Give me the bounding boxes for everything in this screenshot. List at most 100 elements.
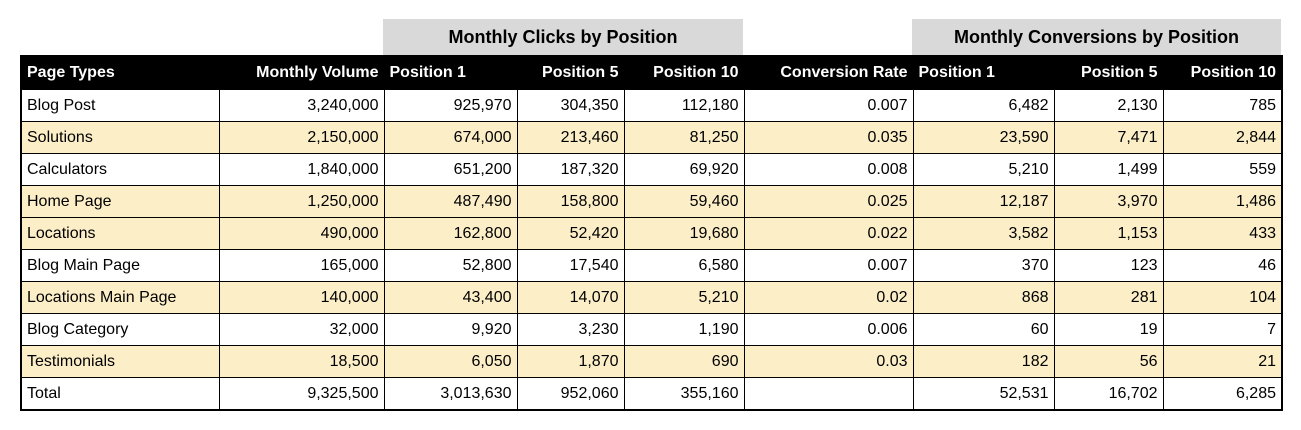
cell-conversions-position-10[interactable]: 21 <box>1162 345 1283 378</box>
cell-monthly-volume[interactable]: 1,250,000 <box>218 185 385 218</box>
cell-conversions-position-5[interactable]: 16,702 <box>1053 377 1164 411</box>
cell-clicks-position-10[interactable]: 690 <box>623 345 745 378</box>
cell-clicks-position-5[interactable]: 14,070 <box>516 281 625 314</box>
cell-clicks-position-1[interactable]: 52,800 <box>383 249 518 282</box>
cell-conversions-position-10[interactable]: 785 <box>1162 89 1283 122</box>
cell-monthly-volume[interactable]: 18,500 <box>218 345 385 378</box>
cell-clicks-position-5[interactable]: 158,800 <box>516 185 625 218</box>
cell-monthly-volume[interactable]: 9,325,500 <box>218 377 385 411</box>
cell-conversions-position-10[interactable]: 7 <box>1162 313 1283 346</box>
cell-page-type[interactable]: Blog Post <box>20 89 220 122</box>
cell-clicks-position-1[interactable]: 651,200 <box>383 153 518 186</box>
cell-conversions-position-5[interactable]: 56 <box>1053 345 1164 378</box>
cell-conversions-position-1[interactable]: 23,590 <box>912 121 1055 154</box>
cell-clicks-position-1[interactable]: 6,050 <box>383 345 518 378</box>
cell-clicks-position-5[interactable]: 187,320 <box>516 153 625 186</box>
cell-conversions-position-10[interactable]: 559 <box>1162 153 1283 186</box>
cell-conversions-position-1[interactable]: 12,187 <box>912 185 1055 218</box>
cell-conversion-rate[interactable]: 0.02 <box>743 281 914 314</box>
cell-conversions-position-5[interactable]: 1,153 <box>1053 217 1164 250</box>
header-clicks-position-10[interactable]: Position 10 <box>623 55 745 90</box>
cell-conversions-position-1[interactable]: 52,531 <box>912 377 1055 411</box>
cell-conversions-position-10[interactable]: 433 <box>1162 217 1283 250</box>
cell-conversions-position-5[interactable]: 123 <box>1053 249 1164 282</box>
cell-clicks-position-1[interactable]: 3,013,630 <box>383 377 518 411</box>
cell-conversion-rate[interactable]: 0.006 <box>743 313 914 346</box>
cell-monthly-volume[interactable]: 2,150,000 <box>218 121 385 154</box>
cell-monthly-volume[interactable]: 3,240,000 <box>218 89 385 122</box>
cell-clicks-position-10[interactable]: 5,210 <box>623 281 745 314</box>
cell-conversions-position-1[interactable]: 370 <box>912 249 1055 282</box>
header-monthly-volume[interactable]: Monthly Volume <box>218 55 385 90</box>
cell-conversions-position-5[interactable]: 3,970 <box>1053 185 1164 218</box>
cell-page-type[interactable]: Solutions <box>20 121 220 154</box>
cell-conversions-position-5[interactable]: 281 <box>1053 281 1164 314</box>
cell-clicks-position-10[interactable]: 6,580 <box>623 249 745 282</box>
cell-clicks-position-1[interactable]: 487,490 <box>383 185 518 218</box>
cell-page-type[interactable]: Testimonials <box>20 345 220 378</box>
cell-clicks-position-1[interactable]: 9,920 <box>383 313 518 346</box>
cell-conversions-position-10[interactable]: 6,285 <box>1162 377 1283 411</box>
cell-conversions-position-5[interactable]: 1,499 <box>1053 153 1164 186</box>
clicks-banner[interactable]: Monthly Clicks by Position <box>383 19 743 55</box>
cell-page-type[interactable]: Blog Main Page <box>20 249 220 282</box>
cell-monthly-volume[interactable]: 32,000 <box>218 313 385 346</box>
cell-clicks-position-5[interactable]: 304,350 <box>516 89 625 122</box>
cell-conversion-rate[interactable] <box>743 377 914 411</box>
cell-conversion-rate[interactable]: 0.008 <box>743 153 914 186</box>
header-conversion-rate[interactable]: Conversion Rate <box>743 55 914 90</box>
cell-clicks-position-10[interactable]: 81,250 <box>623 121 745 154</box>
cell-conversions-position-5[interactable]: 7,471 <box>1053 121 1164 154</box>
cell-clicks-position-1[interactable]: 43,400 <box>383 281 518 314</box>
cell-clicks-position-10[interactable]: 355,160 <box>623 377 745 411</box>
cell-clicks-position-1[interactable]: 674,000 <box>383 121 518 154</box>
cell-clicks-position-5[interactable]: 3,230 <box>516 313 625 346</box>
cell-conversions-position-10[interactable]: 2,844 <box>1162 121 1283 154</box>
cell-page-type[interactable]: Locations <box>20 217 220 250</box>
cell-conversion-rate[interactable]: 0.022 <box>743 217 914 250</box>
cell-monthly-volume[interactable]: 1,840,000 <box>218 153 385 186</box>
cell-conversions-position-10[interactable]: 46 <box>1162 249 1283 282</box>
cell-conversions-position-10[interactable]: 104 <box>1162 281 1283 314</box>
cell-clicks-position-5[interactable]: 1,870 <box>516 345 625 378</box>
cell-conversions-position-10[interactable]: 1,486 <box>1162 185 1283 218</box>
cell-page-type[interactable]: Locations Main Page <box>20 281 220 314</box>
cell-clicks-position-10[interactable]: 112,180 <box>623 89 745 122</box>
header-conversions-position-10[interactable]: Position 10 <box>1162 55 1283 90</box>
cell-monthly-volume[interactable]: 140,000 <box>218 281 385 314</box>
header-conversions-position-5[interactable]: Position 5 <box>1053 55 1164 90</box>
cell-clicks-position-10[interactable]: 1,190 <box>623 313 745 346</box>
cell-page-type[interactable]: Home Page <box>20 185 220 218</box>
header-conversions-position-1[interactable]: Position 1 <box>912 55 1055 90</box>
cell-conversions-position-1[interactable]: 182 <box>912 345 1055 378</box>
cell-clicks-position-1[interactable]: 162,800 <box>383 217 518 250</box>
cell-conversion-rate[interactable]: 0.03 <box>743 345 914 378</box>
cell-conversions-position-1[interactable]: 868 <box>912 281 1055 314</box>
cell-clicks-position-5[interactable]: 17,540 <box>516 249 625 282</box>
cell-clicks-position-5[interactable]: 952,060 <box>516 377 625 411</box>
cell-clicks-position-5[interactable]: 213,460 <box>516 121 625 154</box>
cell-conversions-position-5[interactable]: 2,130 <box>1053 89 1164 122</box>
cell-conversions-position-5[interactable]: 19 <box>1053 313 1164 346</box>
cell-clicks-position-10[interactable]: 19,680 <box>623 217 745 250</box>
cell-monthly-volume[interactable]: 490,000 <box>218 217 385 250</box>
conversions-banner[interactable]: Monthly Conversions by Position <box>912 19 1281 55</box>
cell-clicks-position-5[interactable]: 52,420 <box>516 217 625 250</box>
cell-conversions-position-1[interactable]: 6,482 <box>912 89 1055 122</box>
cell-conversion-rate[interactable]: 0.035 <box>743 121 914 154</box>
cell-conversion-rate[interactable]: 0.007 <box>743 249 914 282</box>
cell-conversions-position-1[interactable]: 3,582 <box>912 217 1055 250</box>
cell-page-type[interactable]: Blog Category <box>20 313 220 346</box>
cell-conversion-rate[interactable]: 0.007 <box>743 89 914 122</box>
cell-conversions-position-1[interactable]: 60 <box>912 313 1055 346</box>
cell-clicks-position-10[interactable]: 59,460 <box>623 185 745 218</box>
header-page-types[interactable]: Page Types <box>20 55 220 90</box>
cell-monthly-volume[interactable]: 165,000 <box>218 249 385 282</box>
cell-clicks-position-10[interactable]: 69,920 <box>623 153 745 186</box>
cell-page-type[interactable]: Total <box>20 377 220 411</box>
cell-page-type[interactable]: Calculators <box>20 153 220 186</box>
cell-conversion-rate[interactable]: 0.025 <box>743 185 914 218</box>
header-clicks-position-1[interactable]: Position 1 <box>383 55 518 90</box>
header-clicks-position-5[interactable]: Position 5 <box>516 55 625 90</box>
cell-clicks-position-1[interactable]: 925,970 <box>383 89 518 122</box>
